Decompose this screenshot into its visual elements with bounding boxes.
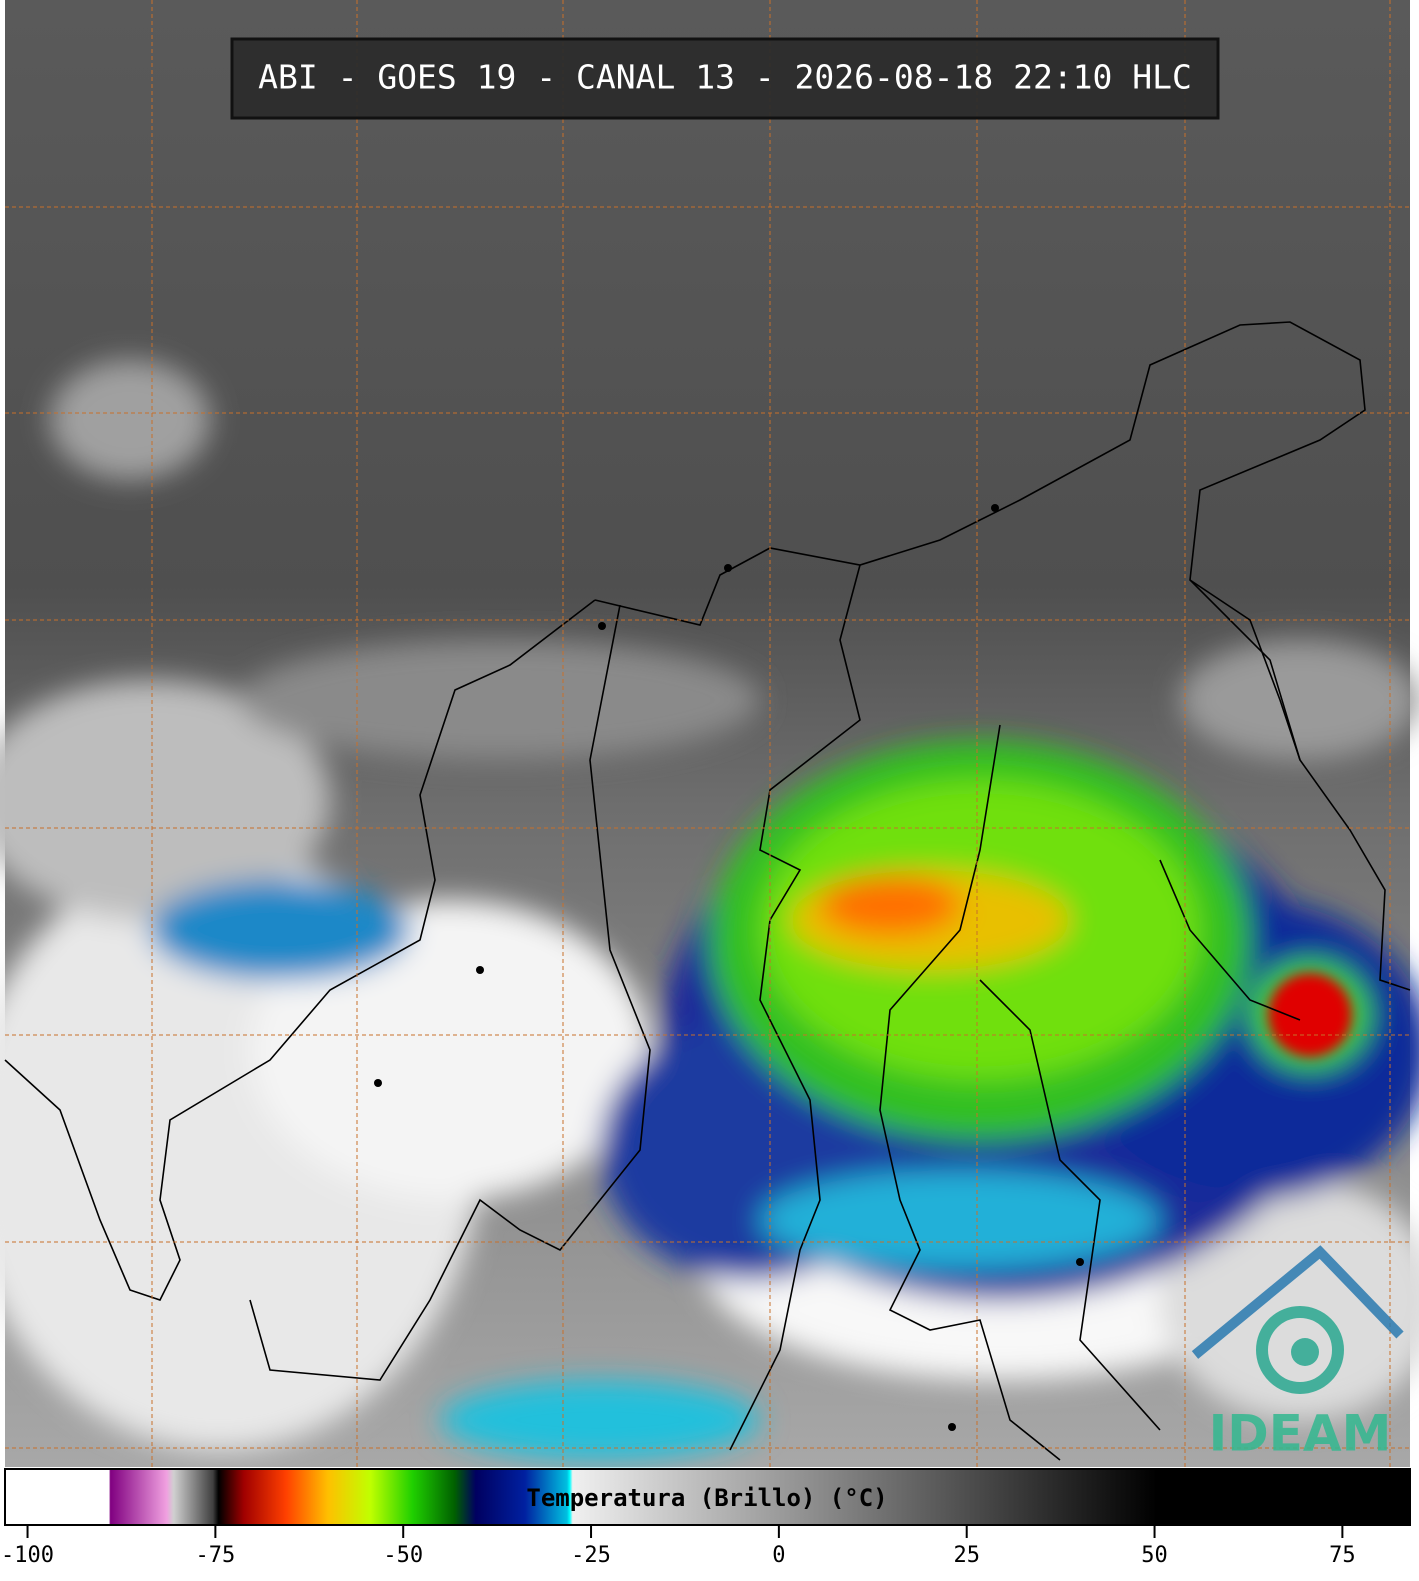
title-box — [230, 37, 1220, 120]
graticule — [5, 0, 1410, 1467]
tick-label: -75 — [195, 1543, 235, 1568]
tick-label: 25 — [953, 1543, 980, 1568]
tick-label: -50 — [383, 1543, 423, 1568]
ideam-logo: IDEAM — [1191, 1245, 1404, 1463]
colorbar-gradient — [4, 1468, 1411, 1526]
coastlines — [4, 321, 1411, 1461]
tick-label: -100 — [1, 1543, 54, 1568]
colorbar: Temperatura (Brillo) (°C) — [4, 1468, 1411, 1526]
clouds — [0, 360, 1419, 1460]
convective-core — [1268, 973, 1352, 1057]
colorbar-label: Temperatura (Brillo) (°C) — [526, 1484, 887, 1512]
tick-label: 75 — [1329, 1543, 1356, 1568]
tick-label: 0 — [772, 1543, 785, 1568]
satellite-image: IDEAM — [0, 0, 1419, 1467]
cities — [374, 504, 1084, 1431]
tick-label: 50 — [1141, 1543, 1168, 1568]
title: ABI - GOES 19 - CANAL 13 - 2026-08-18 22… — [258, 58, 1192, 97]
logo-text: IDEAM — [1209, 1405, 1392, 1463]
tick-label: -25 — [571, 1543, 611, 1568]
